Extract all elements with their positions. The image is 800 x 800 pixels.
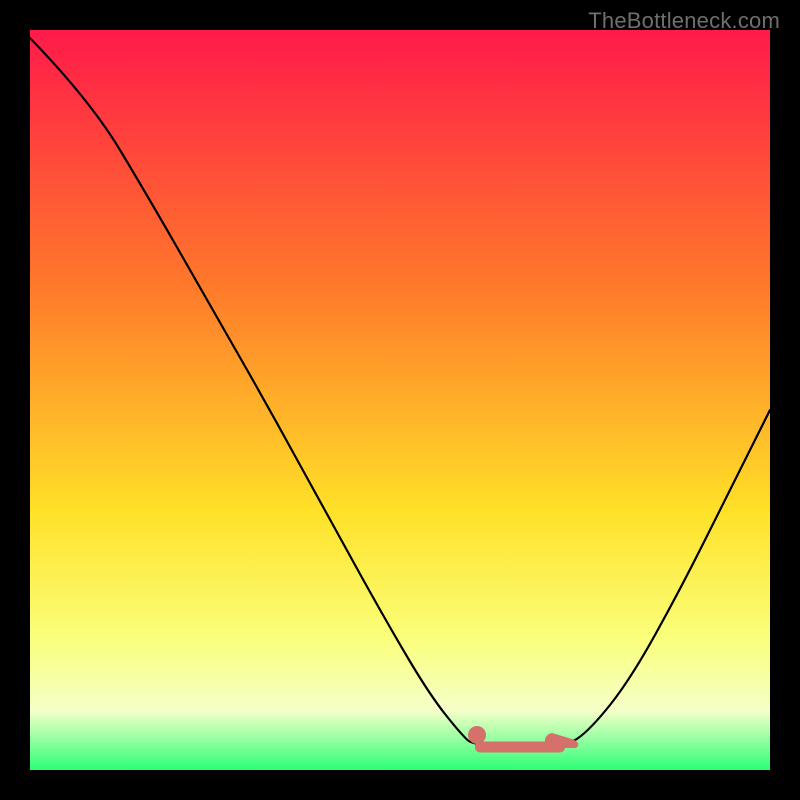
- watermark-text: TheBottleneck.com: [588, 8, 780, 34]
- chart-frame: TheBottleneck.com: [0, 0, 800, 800]
- gradient-plot-area: [30, 30, 770, 770]
